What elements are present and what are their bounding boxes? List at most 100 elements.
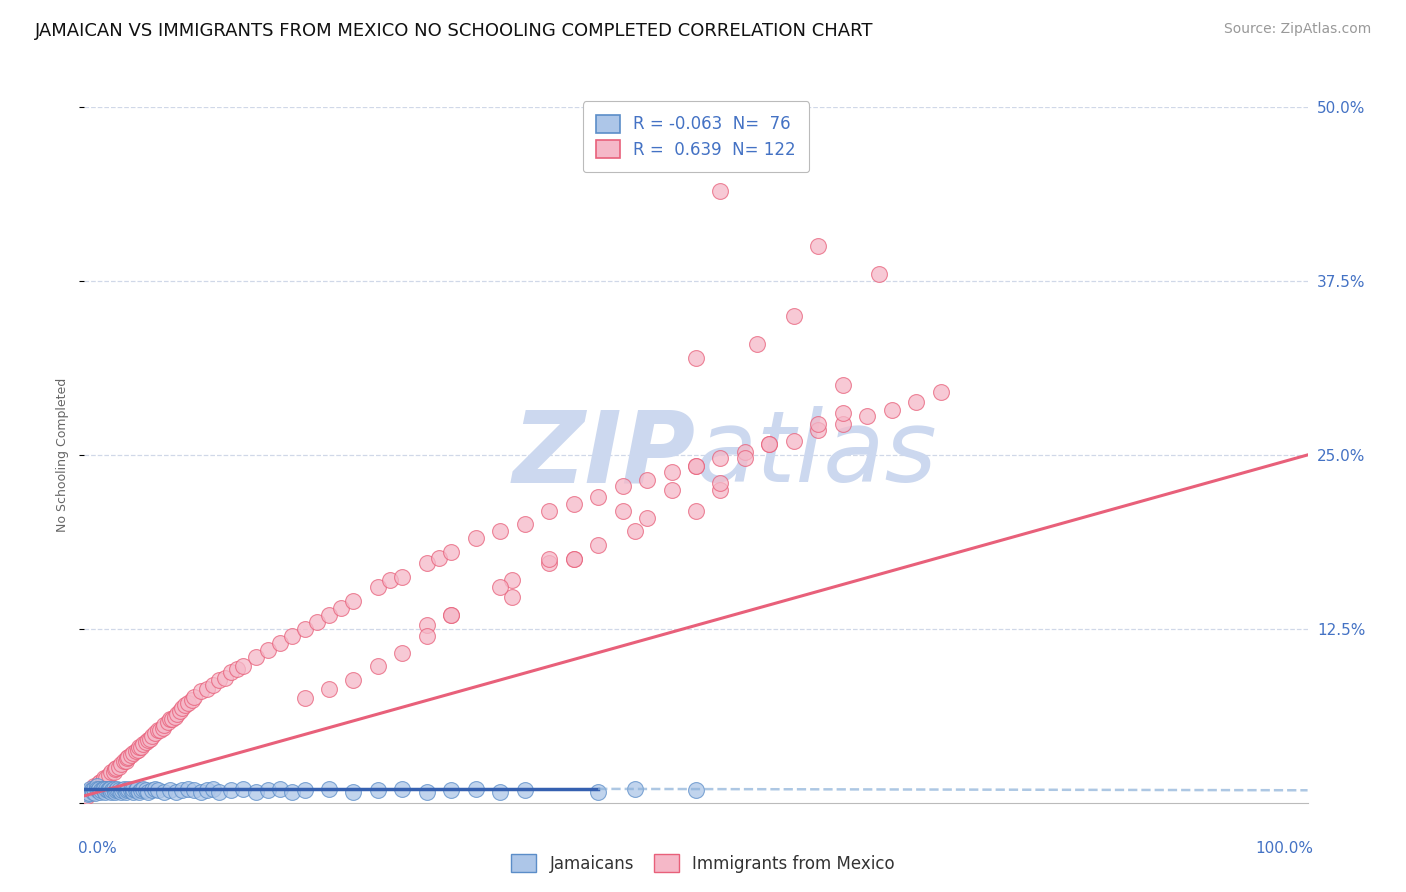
Point bbox=[661, 483, 683, 497]
Point bbox=[562, 552, 585, 566]
Point bbox=[153, 785, 176, 799]
Point bbox=[181, 693, 204, 707]
Point bbox=[169, 704, 191, 718]
Point bbox=[128, 785, 150, 799]
Point bbox=[562, 552, 585, 566]
Point bbox=[195, 783, 218, 797]
Point bbox=[440, 607, 463, 622]
Point bbox=[416, 557, 439, 571]
Point bbox=[96, 781, 118, 796]
Point bbox=[93, 781, 115, 796]
Point bbox=[120, 783, 142, 797]
Point bbox=[89, 785, 111, 799]
Point bbox=[156, 715, 179, 730]
Point bbox=[330, 601, 353, 615]
Point bbox=[624, 781, 647, 796]
Point bbox=[257, 783, 280, 797]
Point bbox=[86, 779, 108, 793]
Point bbox=[367, 659, 389, 673]
Point bbox=[80, 783, 103, 797]
Point bbox=[110, 785, 132, 799]
Point bbox=[177, 781, 200, 796]
Point bbox=[172, 701, 194, 715]
Point bbox=[305, 615, 328, 629]
Point bbox=[117, 781, 139, 796]
Text: 100.0%: 100.0% bbox=[1256, 841, 1313, 856]
Point bbox=[190, 684, 212, 698]
Point bbox=[146, 723, 169, 738]
Point bbox=[245, 785, 267, 799]
Legend: Jamaicans, Immigrants from Mexico: Jamaicans, Immigrants from Mexico bbox=[505, 847, 901, 880]
Point bbox=[86, 781, 108, 796]
Point bbox=[143, 781, 166, 796]
Point bbox=[807, 239, 830, 253]
Point bbox=[440, 607, 463, 622]
Point bbox=[538, 503, 561, 517]
Point bbox=[538, 557, 561, 571]
Point bbox=[87, 776, 110, 790]
Point bbox=[96, 771, 118, 785]
Point bbox=[807, 423, 830, 437]
Point bbox=[84, 786, 107, 800]
Point bbox=[107, 759, 129, 773]
Point bbox=[269, 781, 291, 796]
Point bbox=[183, 690, 205, 704]
Point bbox=[115, 754, 138, 768]
Point bbox=[342, 785, 364, 799]
Point bbox=[562, 497, 585, 511]
Point bbox=[159, 712, 181, 726]
Point bbox=[86, 779, 108, 793]
Point bbox=[153, 718, 176, 732]
Point bbox=[152, 721, 174, 735]
Point bbox=[747, 336, 769, 351]
Point bbox=[502, 573, 524, 587]
Point bbox=[391, 646, 413, 660]
Point bbox=[166, 706, 188, 721]
Point bbox=[76, 789, 98, 803]
Point bbox=[143, 726, 166, 740]
Text: ZIP: ZIP bbox=[513, 407, 696, 503]
Text: JAMAICAN VS IMMIGRANTS FROM MEXICO NO SCHOOLING COMPLETED CORRELATION CHART: JAMAICAN VS IMMIGRANTS FROM MEXICO NO SC… bbox=[35, 22, 873, 40]
Point bbox=[807, 417, 830, 432]
Point bbox=[685, 351, 707, 365]
Point bbox=[195, 681, 218, 696]
Point bbox=[101, 783, 124, 797]
Point bbox=[612, 478, 634, 492]
Point bbox=[122, 785, 145, 799]
Legend: R = -0.063  N=  76, R =  0.639  N= 122: R = -0.063 N= 76, R = 0.639 N= 122 bbox=[583, 102, 808, 172]
Point bbox=[125, 781, 148, 796]
Point bbox=[612, 503, 634, 517]
Y-axis label: No Schooling Completed: No Schooling Completed bbox=[56, 378, 69, 532]
Point bbox=[177, 696, 200, 710]
Point bbox=[104, 763, 127, 777]
Point bbox=[83, 779, 105, 793]
Point bbox=[440, 783, 463, 797]
Point bbox=[391, 781, 413, 796]
Point bbox=[93, 771, 115, 785]
Point bbox=[636, 473, 658, 487]
Point bbox=[294, 783, 316, 797]
Point bbox=[586, 538, 609, 552]
Point bbox=[586, 785, 609, 799]
Point bbox=[89, 775, 111, 789]
Point bbox=[513, 517, 536, 532]
Point bbox=[201, 677, 224, 691]
Point bbox=[141, 783, 163, 797]
Point bbox=[190, 785, 212, 799]
Point bbox=[115, 751, 138, 765]
Point bbox=[183, 783, 205, 797]
Point bbox=[783, 434, 806, 448]
Point bbox=[97, 783, 120, 797]
Point bbox=[163, 709, 186, 723]
Point bbox=[162, 712, 184, 726]
Point bbox=[391, 570, 413, 584]
Point bbox=[281, 629, 304, 643]
Point bbox=[586, 490, 609, 504]
Point bbox=[709, 184, 731, 198]
Point bbox=[111, 783, 134, 797]
Point bbox=[318, 607, 340, 622]
Point bbox=[245, 649, 267, 664]
Point bbox=[98, 781, 121, 796]
Point bbox=[103, 781, 125, 796]
Point bbox=[136, 785, 159, 799]
